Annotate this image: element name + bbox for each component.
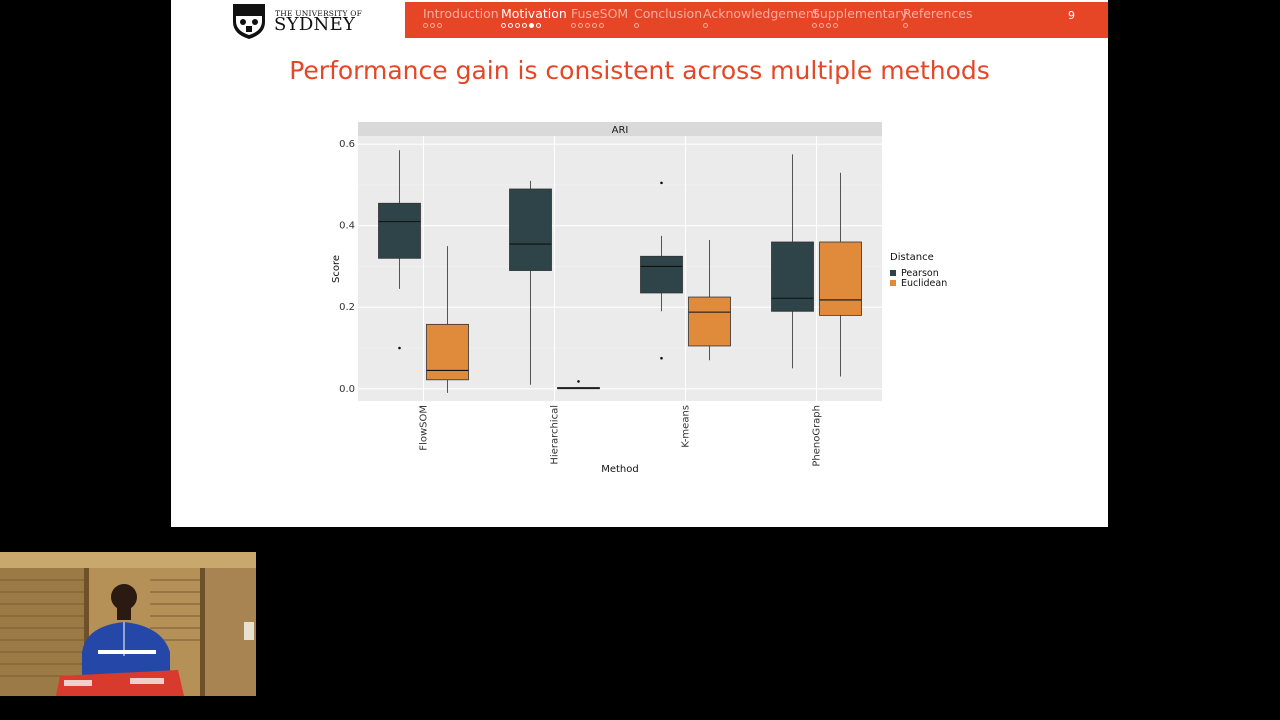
box-euclidean-hierarchical: [557, 380, 600, 390]
presenter-video: [0, 552, 256, 696]
nav-dot[interactable]: [903, 23, 908, 28]
nav-dot[interactable]: [703, 23, 708, 28]
nav-item-conclusion[interactable]: Conclusion: [634, 6, 702, 28]
nav-label: Supplementary: [812, 6, 908, 21]
ari-boxplot-chart: ARI 0.0 0.2 0.4 0.6 FlowSOM Hierarchical K-me…: [331, 122, 947, 475]
nav-dot[interactable]: [819, 23, 824, 28]
box-rect: [378, 202, 421, 259]
nav-progress-dots: [703, 23, 819, 28]
box-rect: [509, 188, 552, 271]
box-euclidean-k-means: [688, 239, 731, 361]
slide: THE UNIVERSITY OF SYDNEY Introduction Mot…: [171, 0, 1108, 527]
nav-dot[interactable]: [536, 23, 541, 28]
facet-label: ARI: [612, 125, 629, 136]
nav-dot[interactable]: [826, 23, 831, 28]
page-number: 9: [1068, 9, 1075, 22]
boxes: [378, 150, 862, 393]
outlier-point: [398, 346, 401, 350]
nav-dot[interactable]: [592, 23, 597, 28]
box-rect: [640, 255, 683, 294]
legend-title: Distance: [890, 252, 934, 263]
nav-dot[interactable]: [515, 23, 520, 28]
nav-dot[interactable]: [599, 23, 604, 28]
nav-progress-dots: [501, 23, 567, 28]
legend-label-pearson: Pearson: [901, 268, 939, 279]
university-line2: SYDNEY: [274, 14, 356, 35]
box-rect: [426, 323, 469, 381]
x-axis-label: Method: [601, 464, 639, 475]
x-ticks: FlowSOM Hierarchical K-means PhenoGraph: [419, 405, 823, 467]
nav-label: FuseSOM: [571, 6, 629, 21]
nav-dot[interactable]: [430, 23, 435, 28]
legend-label-euclidean: Euclidean: [901, 278, 947, 289]
nav-dot[interactable]: [585, 23, 590, 28]
box-pearson-k-means: [640, 181, 683, 360]
nav-label: Conclusion: [634, 6, 703, 21]
nav-item-supplementary[interactable]: Supplementary: [812, 6, 908, 28]
nav-item-introduction[interactable]: Introduction: [423, 6, 499, 28]
nav-dot[interactable]: [508, 23, 513, 28]
x-tick-label: FlowSOM: [419, 405, 430, 451]
university-logo: THE UNIVERSITY OF SYDNEY: [231, 2, 362, 42]
nav-dot[interactable]: [529, 23, 534, 28]
university-line1: THE UNIVERSITY OF: [275, 9, 362, 18]
crest-icon: [233, 4, 265, 39]
outlier-point: [660, 181, 663, 185]
nav-item-acknowledgement[interactable]: Acknowledgement: [703, 6, 819, 28]
nav-dot[interactable]: [501, 23, 506, 28]
nav-item-motivation[interactable]: Motivation: [501, 6, 567, 28]
legend-swatch-pearson: [890, 270, 896, 276]
nav-dot[interactable]: [833, 23, 838, 28]
box-rect: [688, 296, 731, 347]
box-pearson-flowsom: [378, 150, 421, 350]
nav-dot[interactable]: [522, 23, 527, 28]
nav-dot[interactable]: [423, 23, 428, 28]
nav-label: Acknowledgement: [703, 6, 819, 21]
nav-progress-dots: [903, 23, 972, 28]
y-tick-label: 0.6: [339, 139, 355, 150]
box-rect: [819, 241, 862, 316]
nav-dot[interactable]: [634, 23, 639, 28]
nav-label: Motivation: [501, 6, 567, 21]
y-axis-label: Score: [331, 255, 342, 283]
navigation-bar: Introduction Motivation FuseSOM Conclusion A…: [405, 2, 1108, 38]
nav-progress-dots: [423, 23, 499, 28]
nav-item-fusesom[interactable]: FuseSOM: [571, 6, 628, 28]
y-tick-label: 0.0: [339, 384, 355, 395]
box-rect: [771, 241, 814, 312]
box-pearson-hierarchical: [509, 180, 552, 385]
nav-label: References: [903, 6, 973, 21]
nav-dot[interactable]: [437, 23, 442, 28]
y-tick-label: 0.2: [339, 302, 355, 313]
outlier-point: [660, 356, 663, 360]
nav-dot[interactable]: [571, 23, 576, 28]
nav-label: Introduction: [423, 6, 499, 21]
nav-dot[interactable]: [578, 23, 583, 28]
y-ticks: 0.0 0.2 0.4 0.6: [339, 139, 355, 395]
y-tick-label: 0.4: [339, 221, 355, 232]
nav-dot[interactable]: [812, 23, 817, 28]
facet-strip: [358, 122, 882, 136]
x-tick-label: K-means: [681, 405, 692, 448]
box-pearson-phenograph: [771, 154, 814, 369]
x-tick-label: PhenoGraph: [812, 405, 823, 467]
outlier-point: [577, 380, 580, 383]
nav-progress-dots: [634, 23, 702, 28]
nav-progress-dots: [571, 23, 628, 28]
legend-swatch-euclidean: [890, 280, 896, 286]
x-tick-label: Hierarchical: [550, 405, 561, 465]
box-euclidean-phenograph: [819, 172, 862, 377]
nav-item-references[interactable]: References: [903, 6, 972, 28]
slide-title: Performance gain is consistent across mu…: [289, 56, 990, 85]
box-euclidean-flowsom: [426, 246, 469, 393]
nav-progress-dots: [812, 23, 908, 28]
